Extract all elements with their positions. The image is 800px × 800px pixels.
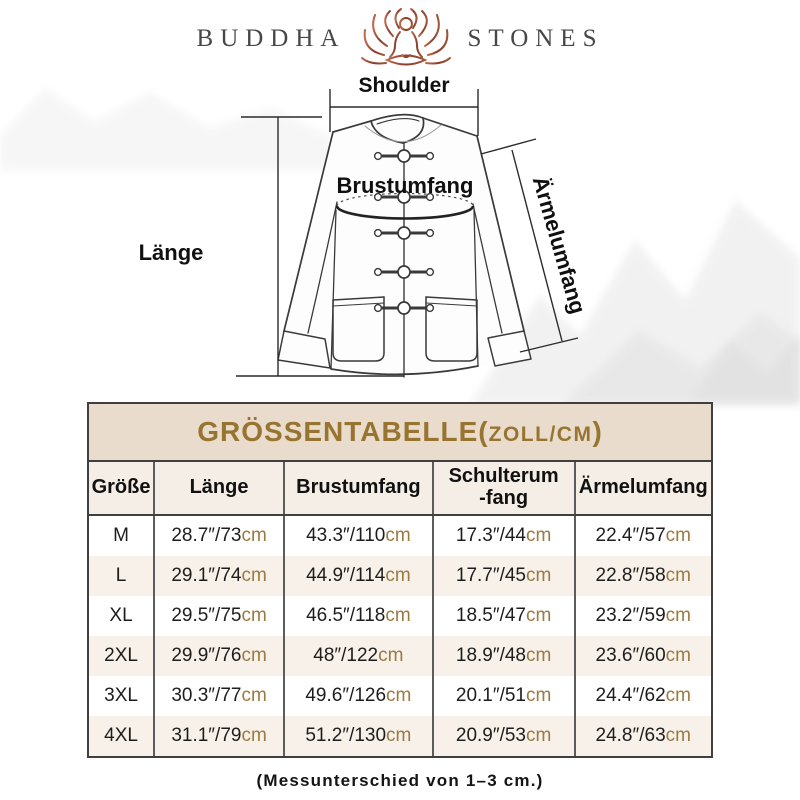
aermel-cell: 23.6″/60 cm <box>573 636 711 676</box>
laenge-cell: 30.3″/77 cm <box>153 676 283 716</box>
size-cell: 3XL <box>104 685 138 706</box>
laenge-cell: 29.5″/75 cm <box>153 596 283 636</box>
column-header-laenge: Länge <box>153 462 283 514</box>
brust-cell: 51.2″/130 cm <box>283 716 432 756</box>
table-header-row: Größe Länge Brustumfang Schulterum -fang … <box>89 462 711 516</box>
chest-label: Brustumfang <box>337 173 474 198</box>
table-row: 3XL 30.3″/77 cm 49.6″/126 cm 20.1″/51 cm 24… <box>89 676 711 716</box>
table-row: M 28.7″/73 cm 43.3″/110 cm 17.3″/44 cm 22.4… <box>89 516 711 556</box>
aermel-cell: 24.4″/62 cm <box>573 676 711 716</box>
frog-button <box>373 226 435 240</box>
brust-cell: 48″/122 cm <box>283 636 432 676</box>
schulter-cell: 18.5″/47 cm <box>431 596 574 636</box>
table-row: 4XL 31.1″/79 cm 51.2″/130 cm 20.9″/53 cm 24… <box>89 716 711 756</box>
schulter-cell: 20.9″/53 cm <box>431 716 574 756</box>
brust-cell: 44.9″/114 cm <box>283 556 432 596</box>
size-cell: 2XL <box>104 645 138 666</box>
title-close: ) <box>592 416 603 447</box>
frog-buttons <box>373 149 435 315</box>
title-main: GRÖSSENTABELLE( <box>197 416 489 447</box>
aermel-cell: 22.8″/58 cm <box>573 556 711 596</box>
brand-header: BUDDHA <box>0 0 800 78</box>
size-table-title: GRÖSSENTABELLE( ZOLL/CM ) <box>89 404 711 462</box>
column-header-schulterumfang: Schulterum -fang <box>431 462 574 514</box>
length-label: Länge <box>139 240 204 265</box>
laenge-cell: 29.9″/76 cm <box>153 636 283 676</box>
title-unit: ZOLL/CM <box>488 422 593 446</box>
brand-name-left: BUDDHA <box>196 25 346 52</box>
lotus-meditation-icon <box>361 8 452 66</box>
aermel-cell: 22.4″/57 cm <box>573 516 711 556</box>
size-cell: XL <box>109 605 133 626</box>
size-cell: M <box>113 525 129 546</box>
laenge-cell: 31.1″/79 cm <box>153 716 283 756</box>
frog-button <box>373 190 435 204</box>
measurement-note: (Messunterschied von 1–3 cm.) <box>256 771 544 790</box>
column-header-brustumfang: Brustumfang <box>283 462 432 514</box>
schulter-cell: 17.3″/44 cm <box>431 516 574 556</box>
frog-button <box>373 301 435 315</box>
frog-button <box>373 149 435 163</box>
laenge-cell: 29.1″/74 cm <box>153 556 283 596</box>
laenge-cell: 28.7″/73 cm <box>153 516 283 556</box>
column-header-aermelumfang: Ärmelumfang <box>573 462 711 514</box>
column-header-groesse: Größe <box>91 476 151 499</box>
shoulder-label: Shoulder <box>358 74 449 97</box>
schulter-cell: 18.9″/48 cm <box>431 636 574 676</box>
table-row: L 29.1″/74 cm 44.9″/114 cm 17.7″/45 cm 22.8… <box>89 556 711 596</box>
brust-cell: 49.6″/126 cm <box>283 676 432 716</box>
brust-cell: 46.5″/118 cm <box>283 596 432 636</box>
brust-cell: 43.3″/110 cm <box>283 516 432 556</box>
schulter-cell: 20.1″/51 cm <box>431 676 574 716</box>
size-cell: L <box>115 565 127 586</box>
brand-name-right: STONES <box>467 25 604 52</box>
size-cell: 4XL <box>104 725 138 746</box>
size-table: GRÖSSENTABELLE( ZOLL/CM ) Größe Länge Br… <box>87 402 713 758</box>
table-row: XL 29.5″/75 cm 46.5″/118 cm 18.5″/47 cm 23.… <box>89 596 711 636</box>
aermel-cell: 23.2″/59 cm <box>573 596 711 636</box>
table-row: 2XL 29.9″/76 cm 48″/122 cm 18.9″/48 cm 23.6… <box>89 636 711 676</box>
frog-button <box>373 265 435 279</box>
schulter-cell: 17.7″/45 cm <box>431 556 574 596</box>
aermel-cell: 24.8″/63 cm <box>573 716 711 756</box>
chest-ellipse <box>335 192 475 220</box>
